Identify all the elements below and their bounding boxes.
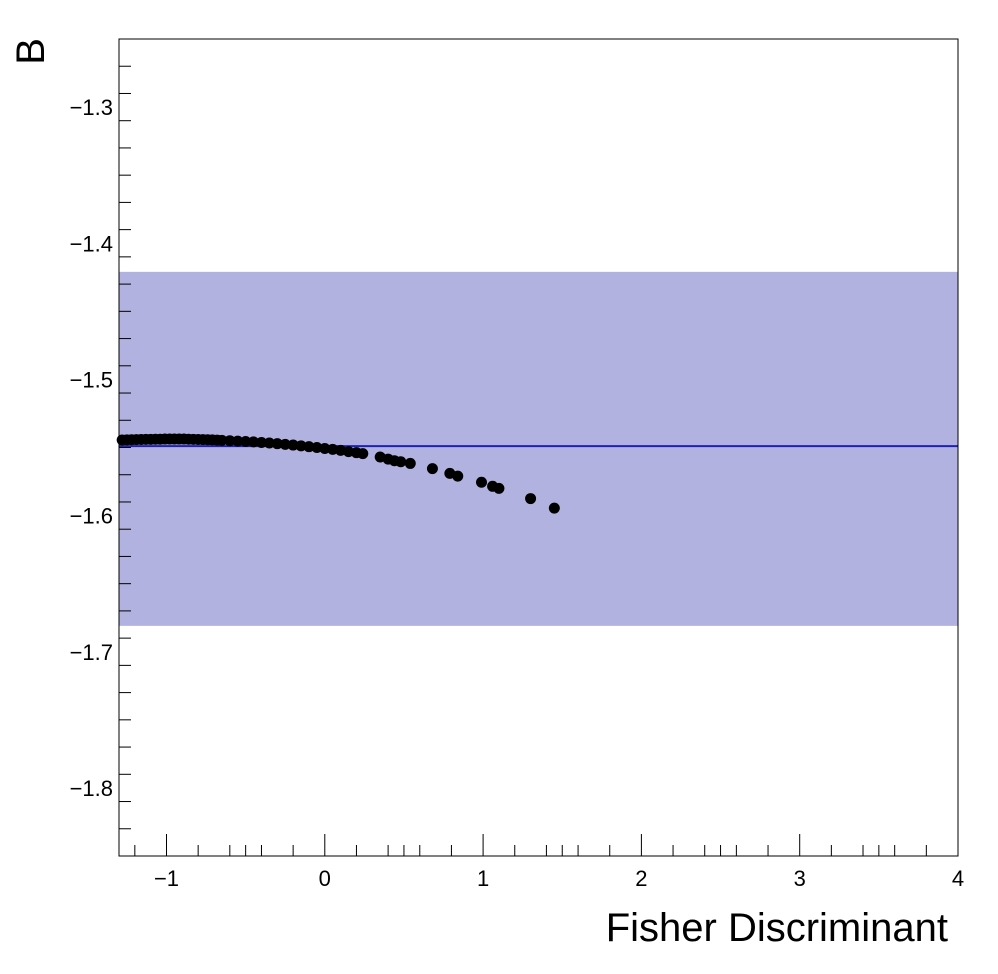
data-point	[232, 435, 244, 447]
x-tick-label: 3	[794, 866, 806, 891]
data-point	[357, 448, 369, 460]
uncertainty-band	[119, 271, 958, 626]
x-tick-label: 4	[952, 866, 964, 891]
data-point	[452, 470, 464, 482]
y-tick-label: −1.6	[70, 504, 113, 529]
data-point	[476, 476, 488, 488]
data-point	[255, 436, 267, 448]
data-point	[395, 456, 407, 468]
data-point	[287, 439, 299, 451]
data-point	[271, 438, 283, 450]
data-point	[303, 441, 315, 453]
plot-area	[116, 271, 958, 626]
y-tick-label: −1.5	[70, 367, 113, 392]
x-tick-label: −1	[154, 866, 179, 891]
x-axis-title: Fisher Discriminant	[606, 906, 948, 950]
x-tick-label: 0	[319, 866, 331, 891]
data-point	[240, 436, 252, 448]
data-point	[404, 457, 416, 469]
data-point	[295, 440, 307, 452]
data-point	[525, 493, 537, 505]
axes: −1 0 1 2 3 4 −1.3 −1.4 −1.5 −1.6 −1.7 −1.8	[70, 38, 964, 891]
data-point	[248, 436, 260, 448]
data-point	[426, 463, 438, 475]
y-tick-label: −1.3	[70, 95, 113, 120]
data-point	[263, 437, 275, 449]
y-tick-label: −1.4	[70, 231, 113, 256]
y-axis-title: B	[9, 38, 53, 65]
data-point	[548, 502, 560, 514]
data-point	[224, 435, 236, 447]
data-point	[493, 482, 505, 494]
data-point	[279, 438, 291, 450]
y-tick-label: −1.7	[70, 640, 113, 665]
data-point	[216, 434, 228, 446]
x-tick-label: 1	[477, 866, 489, 891]
x-tick-label: 2	[635, 866, 647, 891]
y-tick-label: −1.8	[70, 776, 113, 801]
